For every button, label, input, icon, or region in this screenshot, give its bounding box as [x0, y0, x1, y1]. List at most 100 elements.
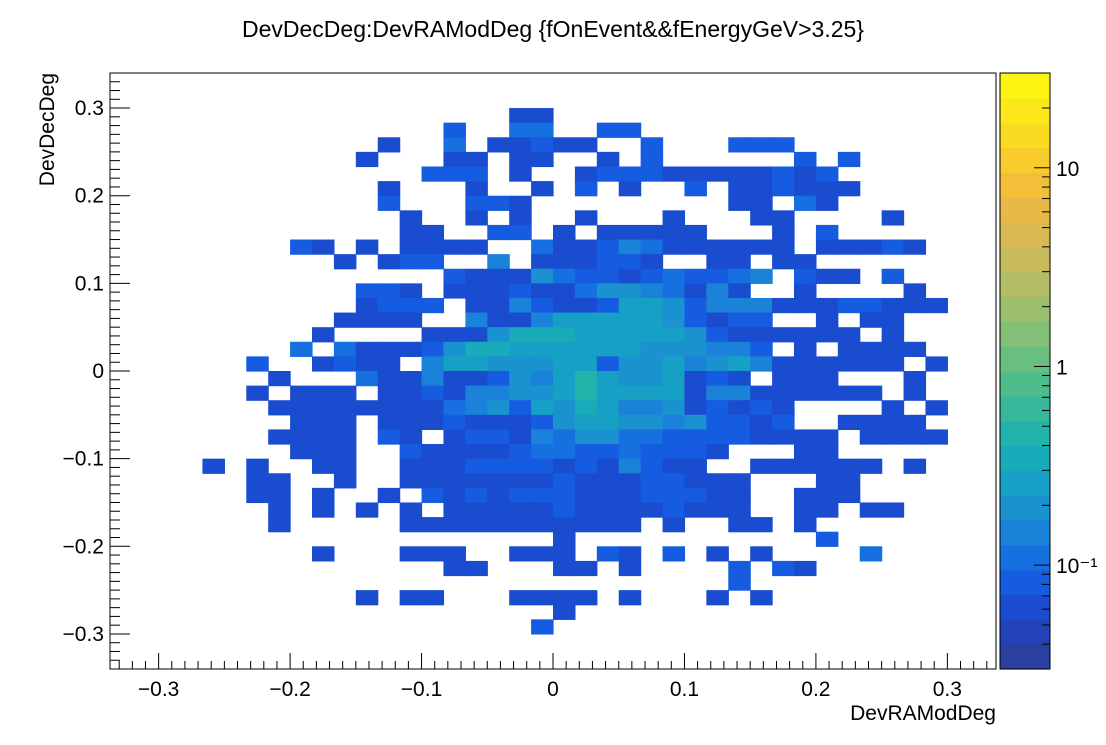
heatmap-cell	[772, 327, 795, 343]
heatmap-cell	[706, 400, 729, 416]
heatmap-cell	[903, 385, 927, 401]
heatmap-cell	[640, 312, 664, 328]
heatmap-cell	[750, 297, 773, 314]
heatmap-cell	[772, 210, 795, 226]
heatmap-cell	[684, 414, 707, 431]
heatmap-cell	[618, 166, 642, 182]
heatmap-cell	[640, 224, 664, 241]
heatmap-cell	[553, 487, 576, 504]
heatmap-cell	[662, 356, 686, 372]
heatmap-cell	[618, 444, 642, 460]
heatmap-cell	[728, 356, 751, 372]
heatmap-cell	[553, 371, 576, 387]
heatmap-cell	[421, 254, 445, 270]
heatmap-cell	[750, 268, 773, 284]
heatmap-cell	[312, 444, 335, 460]
heatmap-cell	[509, 371, 532, 387]
color-scale-segment	[1000, 395, 1050, 422]
x-tick-label: 0.2	[801, 678, 830, 701]
chart-title: DevDecDeg:DevRAModDeg {fOnEvent&&fEnergy…	[242, 16, 864, 42]
heatmap-cell	[903, 341, 927, 357]
heatmap-cell	[399, 546, 423, 562]
heatmap-cell	[728, 283, 751, 299]
heatmap-cell	[465, 371, 488, 387]
heatmap-cell	[377, 487, 401, 504]
heatmap-cell	[443, 341, 466, 357]
heatmap-cell	[728, 502, 751, 518]
heatmap-cell	[465, 312, 488, 328]
heatmap-cell	[509, 108, 532, 124]
heatmap-cell	[859, 312, 883, 328]
heatmap-cell	[312, 356, 335, 372]
color-scale-segment	[1000, 346, 1050, 372]
heatmap-cell	[859, 239, 883, 255]
heatmap-cell	[377, 195, 401, 211]
heatmap-cell	[465, 502, 488, 518]
heatmap-cell	[794, 356, 817, 372]
heatmap-cell	[355, 590, 379, 606]
heatmap-cell	[728, 487, 751, 504]
heatmap-cell	[794, 327, 817, 343]
heatmap-cell	[618, 590, 642, 606]
heatmap-cell	[531, 546, 554, 562]
heatmap-cell	[618, 181, 642, 197]
heatmap-cell	[443, 268, 466, 284]
heatmap-cell	[574, 268, 598, 284]
heatmap-cell	[750, 312, 773, 328]
heatmap-cell	[772, 181, 795, 197]
heatmap-cell	[509, 210, 532, 226]
heatmap-cell	[421, 356, 445, 372]
x-tick-label: 0.3	[933, 678, 962, 701]
heatmap-cell	[377, 400, 401, 416]
heatmap-cell	[487, 327, 510, 343]
heatmap-cell	[794, 268, 817, 284]
heatmap-cell	[772, 137, 795, 153]
heatmap-cell	[618, 122, 642, 138]
heatmap-cell	[443, 137, 466, 153]
heatmap-cell	[399, 429, 423, 445]
heatmap-cell	[859, 546, 883, 562]
heatmap-cell	[377, 283, 401, 299]
heatmap-cell	[268, 473, 291, 489]
heatmap-cell	[662, 414, 686, 431]
heatmap-cell	[268, 371, 291, 387]
heatmap-cell	[312, 385, 335, 401]
heatmap-cell	[399, 297, 423, 314]
heatmap-cell	[859, 356, 883, 372]
heatmap-cell	[859, 341, 883, 357]
heatmap-cell	[706, 371, 729, 387]
heatmap-cell	[684, 444, 707, 460]
heatmap-cell	[618, 400, 642, 416]
heatmap-cell	[859, 414, 883, 431]
heatmap-cell	[531, 341, 554, 357]
heatmap-cell	[553, 268, 576, 284]
heatmap-cell	[596, 400, 620, 416]
heatmap-cell	[794, 181, 817, 197]
heatmap-cell	[465, 560, 488, 577]
heatmap-cell	[684, 371, 707, 387]
heatmap-cell	[618, 341, 642, 357]
heatmap-cell	[531, 619, 554, 635]
heatmap-cell	[574, 341, 598, 357]
heatmap-cell	[750, 341, 773, 357]
heatmap-cell	[574, 400, 598, 416]
heatmap-cell	[399, 210, 423, 226]
heatmap-cell	[684, 429, 707, 445]
heatmap-cell	[640, 151, 664, 168]
heatmap-cell	[750, 166, 773, 182]
heatmap-cell	[246, 473, 269, 489]
heatmap-cell	[333, 444, 357, 460]
heatmap-cell	[399, 458, 423, 474]
heatmap-cell	[443, 151, 466, 168]
heatmap-cell	[553, 341, 576, 357]
heatmap-cell	[596, 356, 620, 372]
heatmap-cell	[772, 458, 795, 474]
heatmap-cell	[837, 356, 861, 372]
heatmap-cell	[640, 473, 664, 489]
heatmap-cell	[443, 560, 466, 577]
heatmap-cell	[684, 268, 707, 284]
heatmap-cell	[465, 385, 488, 401]
heatmap-cell	[640, 444, 664, 460]
heatmap-cell	[355, 151, 379, 168]
color-scale-segment	[1000, 371, 1050, 397]
